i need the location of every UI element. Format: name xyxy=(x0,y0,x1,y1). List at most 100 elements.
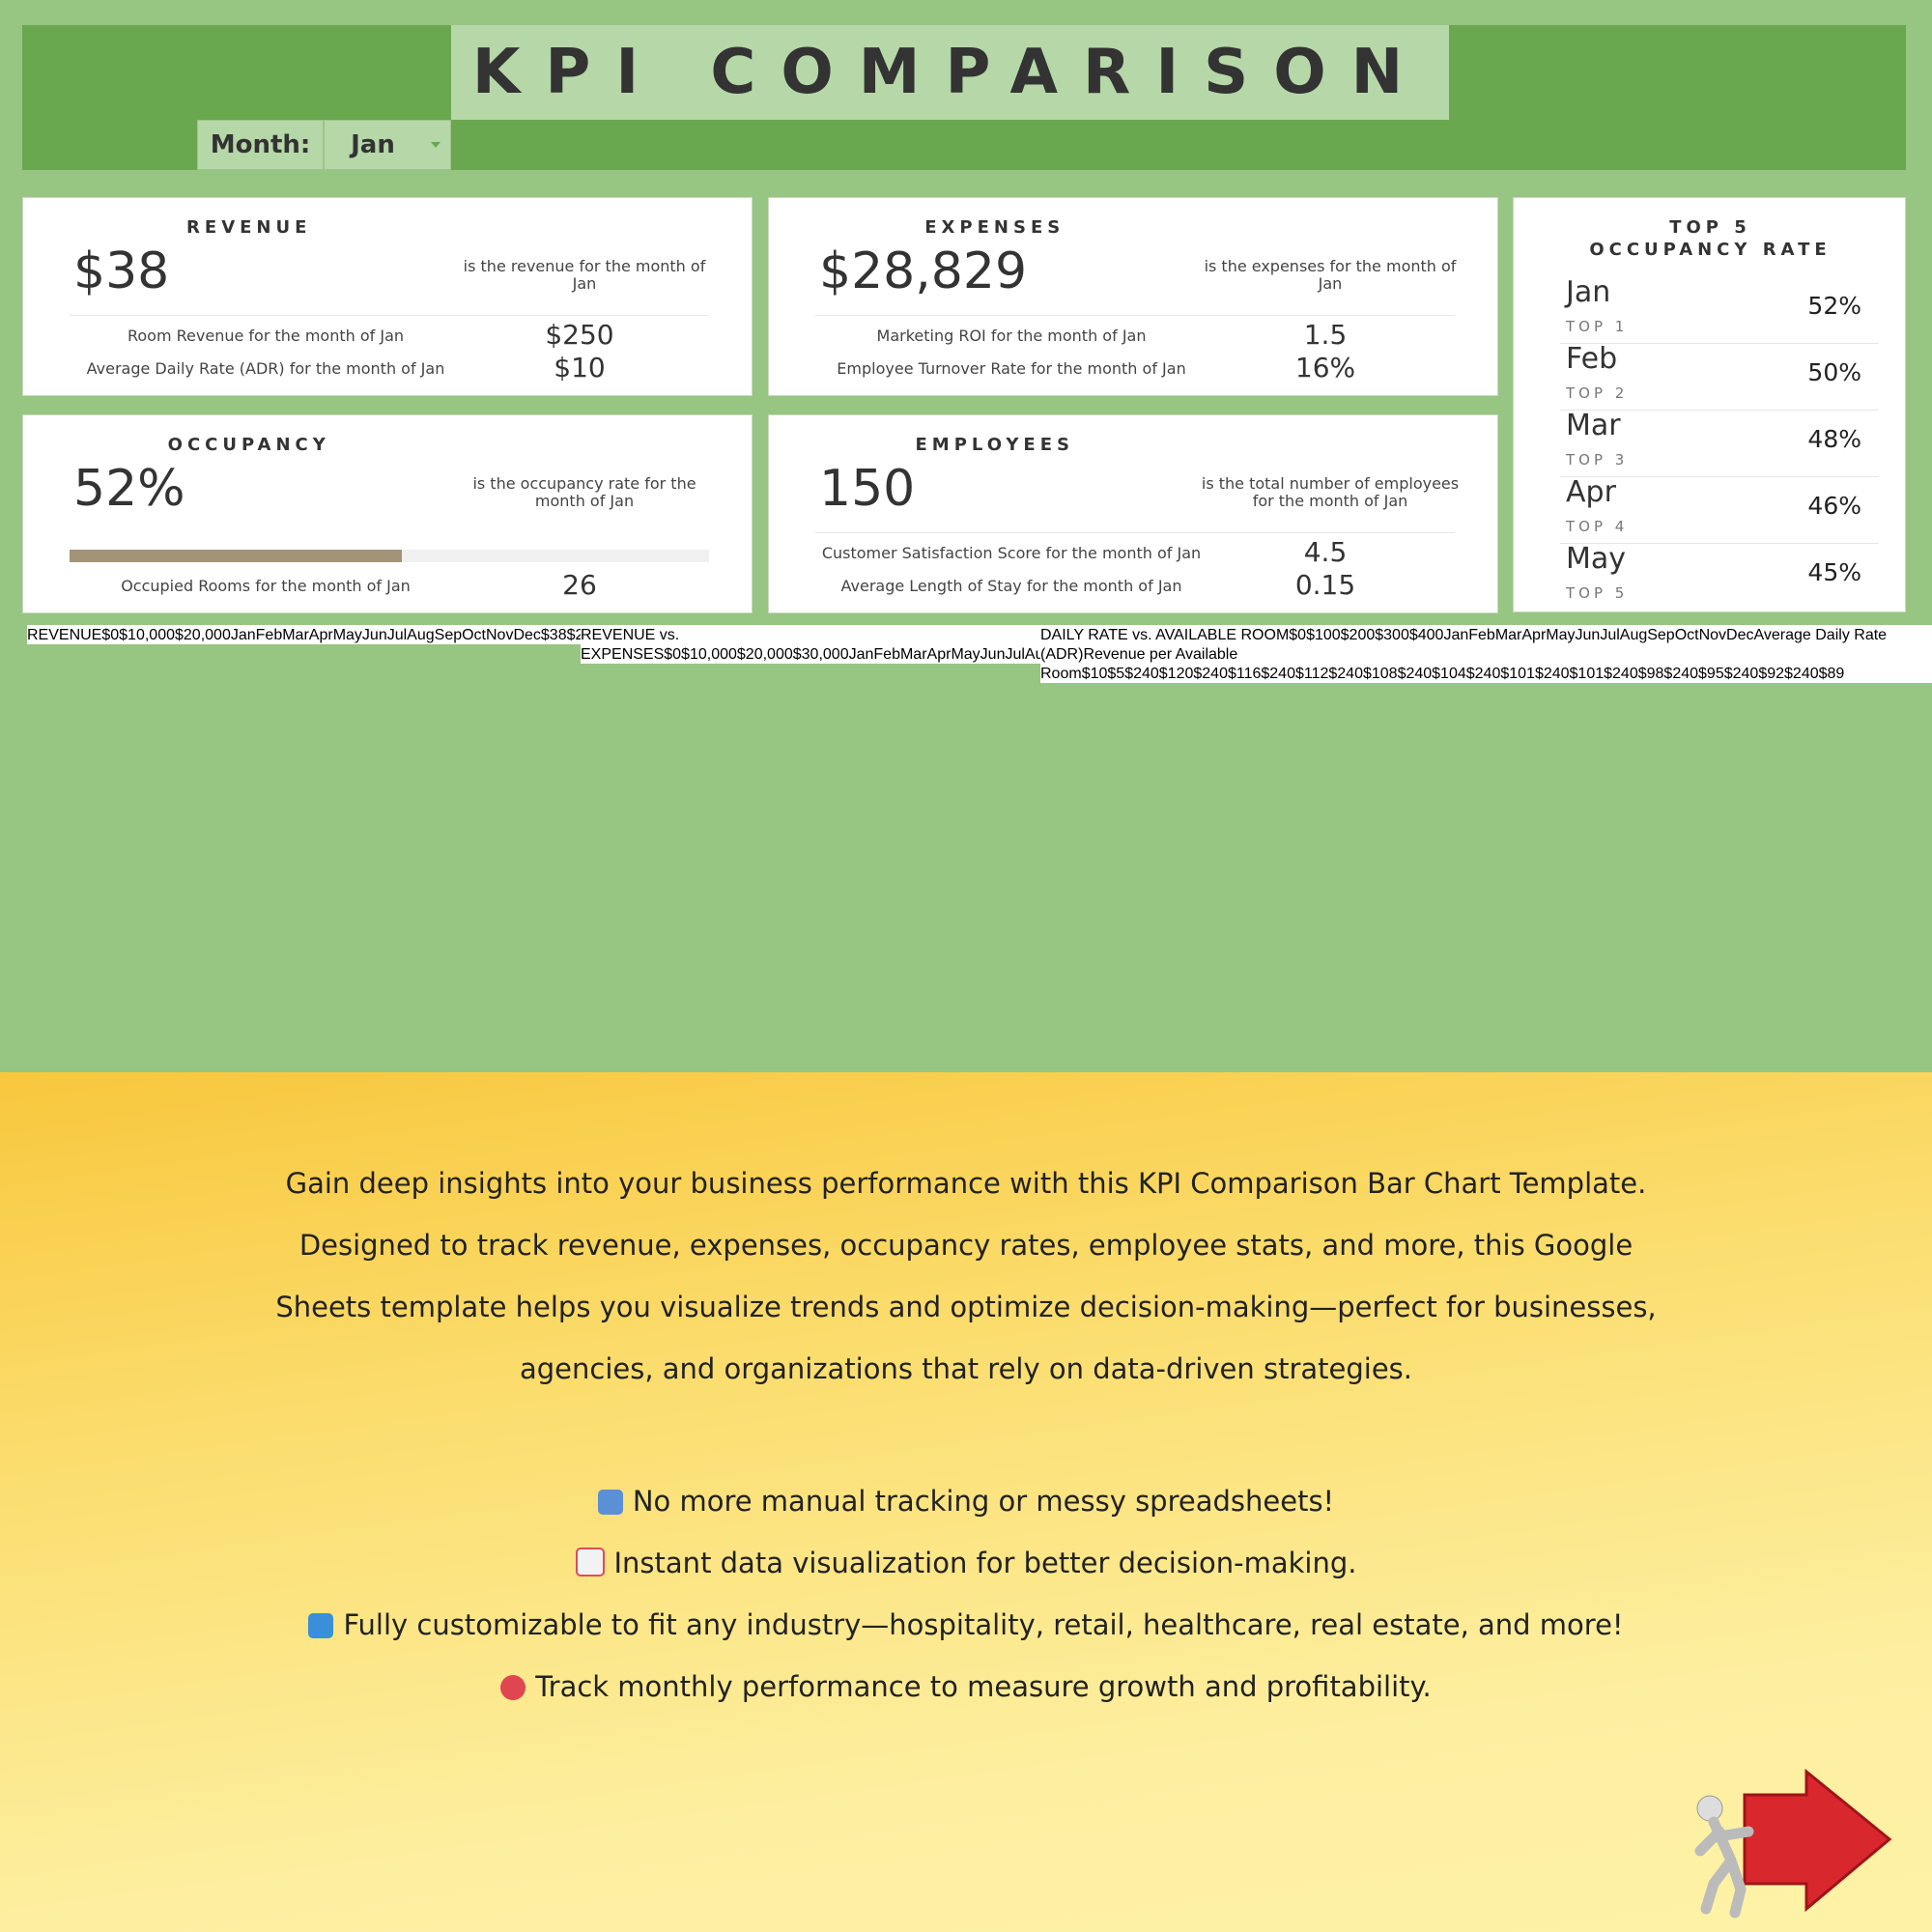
next-arrow-graphic[interactable] xyxy=(1671,1768,1893,1922)
paragraph-line: Sheets template helps you visualize tren… xyxy=(275,1291,1657,1323)
top5-rank: TOP 5 xyxy=(1566,584,1629,602)
y-tick-label: Jun xyxy=(361,627,387,643)
y-tick-label: Feb xyxy=(255,627,283,643)
card-title: EMPLOYEES xyxy=(915,435,1074,455)
month-value[interactable]: Jan xyxy=(351,130,395,159)
x-tick-label: $20,000 xyxy=(736,646,793,663)
kpi-description: is the total number of employees for the… xyxy=(1201,474,1460,510)
x-tick-label: $200 xyxy=(1340,627,1376,643)
row-label: Average Daily Rate (ADR) for the month o… xyxy=(86,359,445,378)
row-value: $250 xyxy=(545,319,614,351)
data-label: $240 xyxy=(1397,666,1433,682)
data-label: $240 xyxy=(1723,666,1759,682)
bullet: No more manual tracking or messy spreads… xyxy=(0,1485,1932,1518)
top5-month: May xyxy=(1566,542,1627,576)
x-tick-label: $30,000 xyxy=(792,646,849,663)
y-tick-label: Mar xyxy=(1494,627,1522,643)
separator xyxy=(1560,343,1879,344)
y-tick-label: Oct xyxy=(462,627,486,643)
dropdown-arrow[interactable] xyxy=(431,142,440,150)
row-value: 4.5 xyxy=(1303,536,1348,568)
y-tick-label: Sep xyxy=(1647,627,1675,643)
data-label: $240 xyxy=(1124,666,1159,682)
data-label: $120 xyxy=(1158,666,1194,682)
y-tick-label: Feb xyxy=(1468,627,1495,643)
data-label: $112 xyxy=(1294,666,1329,682)
data-label: $10 xyxy=(1081,666,1108,682)
data-label: $240 xyxy=(1604,666,1638,682)
row-value: 26 xyxy=(562,569,597,601)
top5-rate: 50% xyxy=(1807,358,1861,386)
row-value: 16% xyxy=(1294,352,1356,384)
kpi-value: 52% xyxy=(73,460,185,518)
bullet-text: Instant data visualization for better de… xyxy=(613,1547,1357,1579)
dropdown-triangle[interactable] xyxy=(431,142,440,148)
x-tick-label: $0 xyxy=(664,646,682,663)
row-label: Room Revenue for the month of Jan xyxy=(127,327,405,345)
data-label: $240 xyxy=(1193,666,1228,682)
y-tick-label: May xyxy=(951,646,980,663)
target-icon xyxy=(500,1675,526,1700)
row-label: Marketing ROI for the month of Jan xyxy=(876,327,1147,345)
y-tick-label: May xyxy=(1546,627,1576,643)
figure-body xyxy=(1694,1816,1754,1918)
y-tick-label: Jan xyxy=(1443,627,1469,643)
bullet: Track monthly performance to measure gro… xyxy=(0,1670,1932,1703)
top5-title: OCCUPANCY RATE xyxy=(1589,240,1832,260)
data-label: $108 xyxy=(1362,666,1398,682)
y-tick-label: Apr xyxy=(926,646,952,663)
data-label: $89 xyxy=(1818,666,1845,682)
data-label: $38 xyxy=(540,627,567,643)
top5-title: TOP 5 xyxy=(1669,217,1751,238)
top5-card: TOP 5 OCCUPANCY RATE Jan TOP 1 52% Feb TOP 2 50… xyxy=(1513,197,1906,612)
y-tick-label: Nov xyxy=(486,627,514,643)
kpi-card: REVENUE $38 is the revenue for the month o… xyxy=(22,197,753,396)
red-arrow[interactable] xyxy=(1743,1768,1892,1913)
y-tick-label: Sep xyxy=(434,627,463,643)
data-label: $240 xyxy=(1784,666,1819,682)
kpi-value: 150 xyxy=(819,460,916,518)
top5-rank: TOP 4 xyxy=(1566,518,1629,535)
top5-rank: TOP 1 xyxy=(1566,318,1629,335)
card-title: EXPENSES xyxy=(924,217,1065,238)
month-dropdown[interactable]: Jan xyxy=(324,120,451,170)
x-tick-label: $10,000 xyxy=(681,646,737,663)
paragraph-line: Designed to track revenue, expenses, occ… xyxy=(298,1229,1634,1262)
y-tick-label: Mar xyxy=(899,646,927,663)
separator xyxy=(1560,476,1879,477)
row-label: Customer Satisfaction Score for the mont… xyxy=(821,544,1202,562)
data-label: $240 xyxy=(1534,666,1570,682)
chart-title: DAILY RATE vs. AVAILABLE ROOM xyxy=(1040,627,1290,643)
y-tick-label: Jun xyxy=(1575,627,1601,643)
separator xyxy=(815,315,1455,316)
progress-fill xyxy=(70,550,403,562)
kpi-card: OCCUPANCY 52% is the occupancy rate for th… xyxy=(22,414,753,613)
page-title: KPI COMPARISON xyxy=(471,37,1429,108)
kpi-description: is the occupancy rate for the month of J… xyxy=(472,474,696,510)
top5-rate: 48% xyxy=(1807,425,1861,453)
x-tick-label: $0 xyxy=(101,627,120,643)
y-tick-label: Apr xyxy=(1521,627,1547,643)
x-tick-label: $300 xyxy=(1375,627,1409,643)
bottom-background xyxy=(0,1072,1932,1932)
y-tick-label: Dec xyxy=(1726,627,1754,643)
top5-month: Feb xyxy=(1566,342,1618,376)
chart-panel: DAILY RATE vs. AVAILABLE ROOM$0$100$200$… xyxy=(1040,625,1932,683)
y-tick-label: Jul xyxy=(1600,627,1620,643)
data-label: $95 xyxy=(1698,666,1724,682)
chart-title: REVENUE xyxy=(27,627,102,643)
data-label: $5 xyxy=(1107,666,1125,682)
paragraph-line: Gain deep insights into your business pe… xyxy=(285,1167,1647,1200)
y-tick-label: Apr xyxy=(308,627,333,643)
y-tick-label: Aug xyxy=(1619,627,1648,643)
bullet-text: No more manual tracking or messy spreads… xyxy=(632,1485,1335,1518)
y-tick-label: Dec xyxy=(513,627,541,643)
bullet-text: Track monthly performance to measure gro… xyxy=(535,1670,1432,1703)
chart-title: REVENUE vs. EXPENSES xyxy=(581,627,680,663)
y-tick-label: Jan xyxy=(230,627,256,643)
data-label: $104 xyxy=(1432,666,1466,682)
top5-rate: 46% xyxy=(1807,492,1861,520)
y-tick-label: Mar xyxy=(282,627,309,643)
top5-rate: 45% xyxy=(1807,558,1861,586)
y-tick-label: Jun xyxy=(980,646,1006,663)
